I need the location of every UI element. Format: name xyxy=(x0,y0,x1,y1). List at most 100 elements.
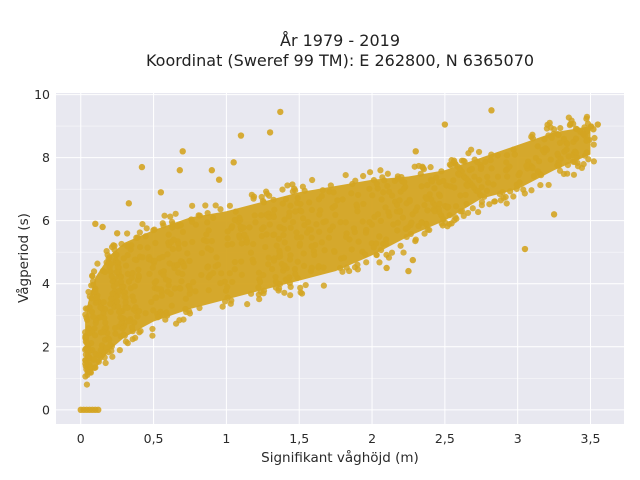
scatter-point xyxy=(572,135,580,142)
scatter-point xyxy=(325,234,333,241)
scatter-point xyxy=(463,200,470,208)
scatter-point xyxy=(226,270,233,277)
scatter-point xyxy=(412,236,419,243)
scatter-point xyxy=(418,219,425,226)
scatter-point xyxy=(406,198,413,205)
scatter-point xyxy=(222,287,230,294)
scatter-point xyxy=(374,211,382,218)
scatter-point xyxy=(237,132,245,139)
scatter-point xyxy=(183,308,190,316)
scatter-point xyxy=(475,208,482,216)
scatter-point xyxy=(170,236,177,243)
scatter-point xyxy=(488,165,495,172)
scatter-point xyxy=(511,151,518,158)
scatter-point xyxy=(272,273,279,281)
scatter-point xyxy=(554,150,561,157)
scatter-point xyxy=(82,329,89,336)
scatter-point xyxy=(340,254,348,261)
scatter-point xyxy=(316,228,323,235)
scatter-point xyxy=(503,152,511,159)
scatter-point xyxy=(124,252,131,259)
scatter-point xyxy=(135,272,142,279)
scatter-point xyxy=(339,196,346,203)
scatter-point xyxy=(546,119,553,126)
scatter-point xyxy=(108,273,115,280)
scatter-point xyxy=(424,207,431,214)
scatter-point xyxy=(535,158,543,165)
scatter-point xyxy=(179,228,187,235)
scatter-point xyxy=(287,292,294,299)
scatter-point xyxy=(122,262,130,269)
scatter-point xyxy=(262,243,269,251)
scatter-point xyxy=(124,230,131,237)
x-tick-label: 1 xyxy=(222,431,230,446)
scatter-point xyxy=(352,177,359,184)
scatter-point xyxy=(289,218,297,226)
scatter-point xyxy=(111,324,119,332)
scatter-point xyxy=(421,201,428,209)
scatter-point xyxy=(229,223,236,230)
scatter-point xyxy=(557,124,564,132)
scatter-point xyxy=(348,246,355,253)
scatter-point xyxy=(447,162,455,169)
scatter-point xyxy=(388,249,396,256)
scatter-point xyxy=(82,351,90,358)
x-tick-label: 3 xyxy=(514,431,522,446)
scatter-point xyxy=(258,212,265,219)
scatter-point xyxy=(591,134,598,142)
scatter-point xyxy=(471,173,478,180)
scatter-point xyxy=(452,203,460,210)
scatter-point xyxy=(398,174,405,181)
scatter-point xyxy=(230,159,237,166)
scatter-point xyxy=(383,251,390,258)
scatter-point xyxy=(270,213,277,220)
scatter-point xyxy=(386,188,393,195)
scatter-point xyxy=(547,156,554,163)
scatter-point xyxy=(417,170,424,177)
chart-title-line-2: Koordinat (Sweref 99 TM): E 262800, N 63… xyxy=(146,51,534,70)
scatter-point xyxy=(585,156,592,163)
scatter-point xyxy=(427,164,434,171)
scatter-point xyxy=(258,225,266,233)
scatter-point xyxy=(560,170,567,178)
scatter-point xyxy=(247,290,255,297)
scatter-point xyxy=(82,305,89,312)
scatter-point xyxy=(320,282,327,289)
scatter-point xyxy=(320,264,327,271)
scatter-point xyxy=(318,192,325,200)
scatter-point xyxy=(571,158,578,166)
scatter-point xyxy=(293,234,301,241)
scatter-point xyxy=(520,186,527,193)
scatter-point xyxy=(304,218,312,226)
scatter-point xyxy=(516,169,523,177)
scatter-point xyxy=(84,346,91,353)
scatter-point xyxy=(346,267,353,275)
scatter-point xyxy=(490,181,497,188)
scatter-point xyxy=(373,251,380,258)
x-axis-title: Signifikant våghöjd (m) xyxy=(261,449,419,466)
scatter-point xyxy=(302,281,309,289)
scatter-point xyxy=(471,156,478,163)
scatter-point xyxy=(308,243,315,250)
scatter-point xyxy=(292,187,299,194)
scatter-point xyxy=(139,254,146,261)
scatter-point xyxy=(205,287,212,294)
scatter-point xyxy=(503,200,510,207)
scatter-point xyxy=(462,191,469,199)
scatter-point xyxy=(446,212,453,219)
scatter-point xyxy=(143,225,150,232)
scatter-point xyxy=(179,148,186,155)
scatter-point xyxy=(198,249,205,257)
scatter-point xyxy=(92,220,99,228)
scatter-point xyxy=(555,159,562,166)
scatter-point xyxy=(212,202,219,209)
scatter-point xyxy=(287,202,294,209)
scatter-point xyxy=(374,185,381,192)
scatter-point xyxy=(125,278,133,285)
y-tick-label: 6 xyxy=(42,213,50,228)
scatter-point xyxy=(469,205,476,212)
scatter-point xyxy=(218,270,225,277)
scatter-point xyxy=(381,177,388,184)
scatter-point xyxy=(237,217,244,224)
